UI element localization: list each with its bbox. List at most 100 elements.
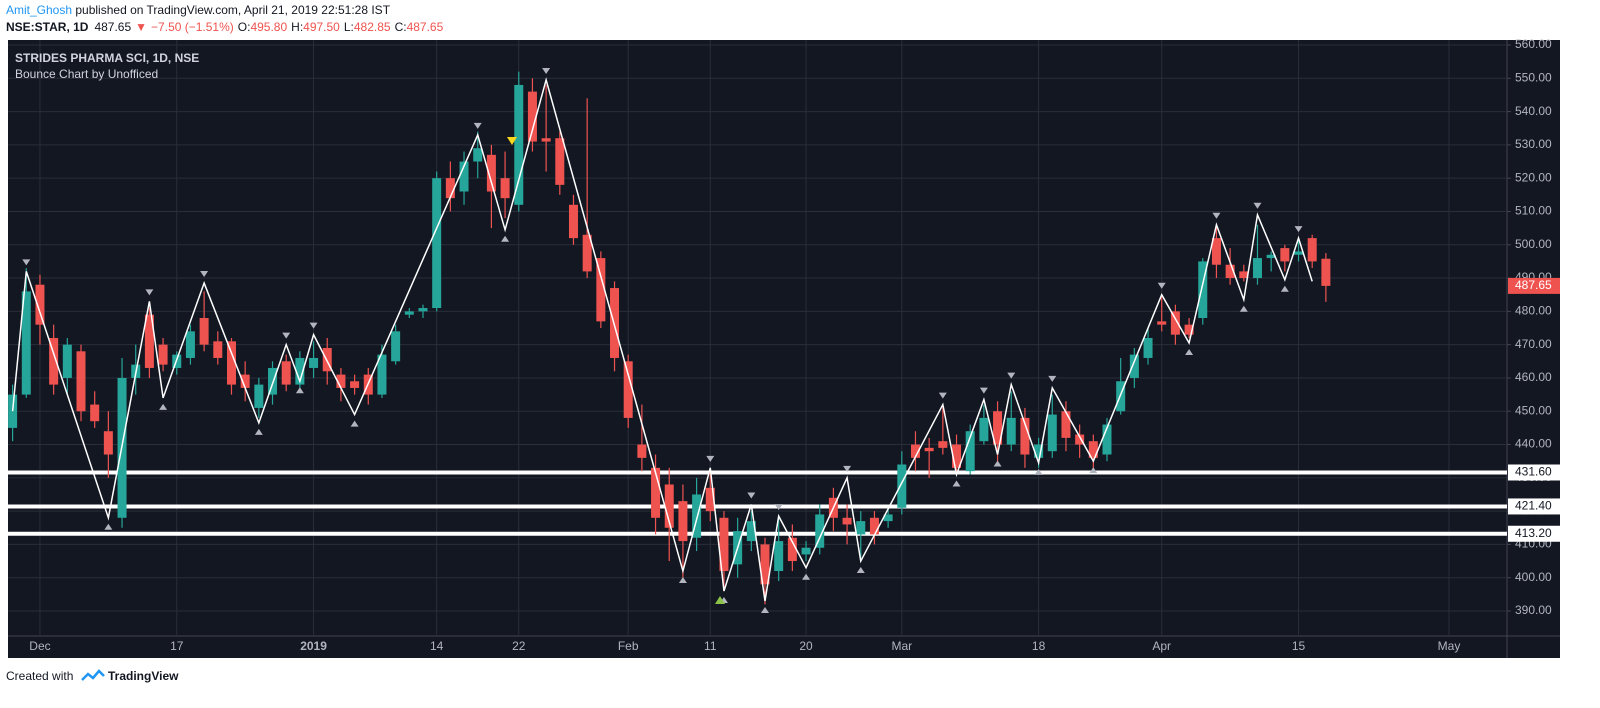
candle-body: [692, 494, 702, 538]
candle-body: [910, 444, 920, 458]
candle-body: [1211, 238, 1221, 265]
y-tick-label: 540.00: [1515, 104, 1552, 118]
candle-body: [664, 484, 674, 528]
candle-body: [473, 148, 483, 162]
ohlc-value: 487.65: [407, 20, 444, 34]
y-tick-label: 400.00: [1515, 570, 1552, 584]
candle-body: [35, 284, 45, 325]
candle-body: [158, 344, 168, 365]
author[interactable]: Amit_Ghosh: [6, 3, 72, 17]
candle-body: [1225, 264, 1235, 279]
candle-body: [787, 537, 797, 562]
pivot-marker: [145, 289, 154, 296]
y-tick-label: 390.00: [1515, 603, 1552, 617]
level-label-box: [1508, 525, 1560, 542]
y-tick-label: 460.00: [1515, 370, 1552, 384]
footer-brand[interactable]: TradingView: [108, 669, 179, 683]
pivot-marker: [1239, 305, 1248, 312]
y-tick-label: 470.00: [1515, 337, 1552, 351]
candle-body: [952, 444, 962, 468]
candle-body: [746, 521, 756, 542]
x-tick-label: 15: [1292, 639, 1306, 653]
logo: [81, 669, 105, 681]
candle-body: [938, 441, 948, 448]
change: −7.50 (−1.51%): [151, 20, 234, 34]
y-tick-label: 510.00: [1515, 204, 1552, 218]
pivot-marker: [1089, 467, 1098, 474]
candle-body: [869, 517, 879, 535]
candle-body: [1170, 311, 1180, 335]
candle-body: [281, 361, 291, 385]
arrow: ▼: [135, 20, 147, 34]
candle-body: [1061, 411, 1071, 438]
x-tick-label: 18: [1032, 639, 1046, 653]
y-tick-label: 550.00: [1515, 70, 1552, 84]
pivot-marker: [22, 259, 31, 266]
candle-body: [240, 374, 250, 388]
signal-marker: [507, 137, 517, 145]
candle-body: [1157, 321, 1167, 325]
candle-body: [801, 547, 811, 555]
candle-body: [226, 341, 236, 385]
candle-body: [637, 444, 647, 458]
candle-body: [309, 357, 319, 368]
pivot-marker: [1212, 212, 1221, 219]
candle-body: [596, 258, 606, 322]
candle-body: [719, 517, 729, 572]
candle-body: [1321, 258, 1331, 286]
candle-body: [500, 178, 510, 199]
candle-body: [623, 361, 633, 418]
candle-body: [432, 178, 442, 309]
pivot-marker: [309, 322, 318, 329]
candle-body: [21, 291, 31, 395]
candle-body: [254, 384, 264, 408]
pivot-marker: [1280, 285, 1289, 292]
candle-body: [213, 341, 223, 358]
candle-body: [1143, 337, 1153, 358]
pivot-marker: [678, 577, 687, 584]
candle-body: [993, 411, 1003, 445]
pivot-marker: [1253, 202, 1262, 209]
candle-body: [404, 311, 414, 315]
x-tick-label: Dec: [29, 639, 50, 653]
chart-background: [8, 40, 1560, 658]
candle-body: [49, 337, 59, 385]
pivot-marker: [1294, 226, 1303, 233]
level-label-box: [1508, 464, 1560, 481]
ohlc-label: C:: [395, 20, 407, 34]
candle-body: [651, 467, 661, 518]
y-tick-label: 560.00: [1515, 37, 1552, 51]
candle-body: [527, 91, 537, 142]
pivot-marker: [979, 387, 988, 394]
candle-body: [705, 487, 715, 512]
x-tick-label: 20: [799, 639, 813, 653]
candle-body: [760, 544, 770, 585]
pivot-marker: [350, 420, 359, 427]
chart-title: STRIDES PHARMA SCI, 1D, NSE: [15, 51, 199, 65]
candle-body: [555, 138, 565, 185]
candle-body: [965, 431, 975, 472]
ohlc-value: 482.85: [354, 20, 391, 34]
pivot-marker: [774, 504, 783, 511]
candle-body: [1280, 248, 1290, 262]
candle-body: [322, 347, 332, 372]
candle-body: [103, 431, 113, 455]
symbol-line: NSE:STAR, 1D 487.65 ▼ −7.50 (−1.51%) O:495.8…: [6, 20, 444, 34]
x-tick-label: 22: [512, 639, 526, 653]
pivot-marker: [843, 465, 852, 472]
x-tick-label: May: [1438, 639, 1461, 653]
header-line: Amit_Ghosh published on TradingView.com,…: [6, 3, 391, 17]
candle-body: [568, 204, 578, 239]
pivot-marker: [761, 607, 769, 614]
level-label-box: [1508, 498, 1560, 515]
pivot-marker: [1185, 348, 1194, 355]
candle-body: [1047, 414, 1057, 452]
x-tick-label: 14: [430, 639, 444, 653]
candle-body: [62, 344, 72, 378]
y-tick-label: 480.00: [1515, 304, 1552, 318]
candle-body: [1034, 444, 1044, 458]
candle-body: [144, 314, 154, 368]
candle-body: [391, 331, 401, 362]
candle-body: [199, 318, 209, 345]
